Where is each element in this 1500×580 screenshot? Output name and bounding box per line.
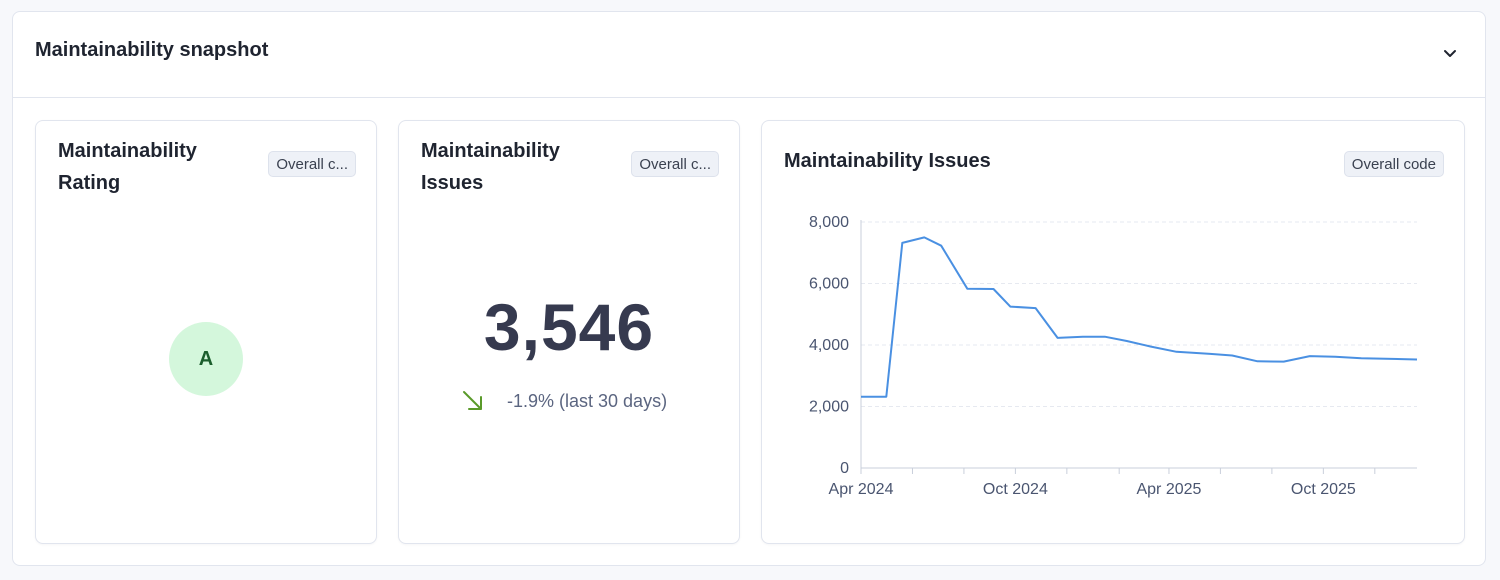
trend-indicator: -1.9% (last 30 days) xyxy=(461,389,667,413)
x-tick-label: Oct 2024 xyxy=(983,481,1048,498)
series-line xyxy=(861,236,1418,398)
card-title: Maintainability Issues xyxy=(421,135,560,199)
x-tick-label: Apr 2024 xyxy=(829,481,894,498)
trend-text: -1.9% (last 30 days) xyxy=(507,390,668,411)
y-tick-label: 0 xyxy=(840,460,849,477)
maintainability-issues-chart-card: Maintainability Issues Overall code 0 2,0… xyxy=(761,120,1465,544)
scope-tag[interactable]: Overall c... xyxy=(631,151,719,177)
maintainability-snapshot-panel: Maintainability snapshot Maintainability… xyxy=(12,11,1486,566)
arrow-down-right-icon xyxy=(461,389,485,413)
chevron-down-icon xyxy=(1444,49,1456,57)
card-title-line-2: Rating xyxy=(58,172,121,194)
y-tick-label: 2,000 xyxy=(809,399,849,416)
chart-card-title: Maintainability Issues xyxy=(784,150,991,172)
card-title: Maintainability Rating xyxy=(58,135,197,199)
scope-tag[interactable]: Overall code xyxy=(1343,151,1444,177)
maintainability-issues-card: Maintainability Issues Overall c... 3,54… xyxy=(398,120,740,544)
card-title-line-1: Maintainability xyxy=(58,140,197,162)
x-tick-label: Apr 2025 xyxy=(1136,481,1201,498)
maintainability-rating-card: Maintainability Rating Overall c... A xyxy=(35,120,377,544)
panel-title: Maintainability snapshot xyxy=(35,39,269,61)
x-tick-label: Oct 2025 xyxy=(1291,481,1356,498)
card-title-line-1: Maintainability xyxy=(421,140,560,162)
collapse-button[interactable] xyxy=(1439,42,1461,64)
issues-count[interactable]: 3,546 xyxy=(483,290,655,364)
scope-tag[interactable]: Overall c... xyxy=(268,151,356,177)
rating-badge[interactable]: A xyxy=(169,322,243,396)
y-tick-label: 6,000 xyxy=(809,276,849,293)
panel-header: Maintainability snapshot xyxy=(13,12,1485,98)
issues-line-chart: 0 2,000 4,000 6,000 8,000 Apr 2024 Oct 2024 Apr… xyxy=(809,214,1418,498)
card-title-line-2: Issues xyxy=(421,172,484,194)
y-tick-label: 8,000 xyxy=(809,214,849,231)
y-tick-label: 4,000 xyxy=(809,337,849,354)
